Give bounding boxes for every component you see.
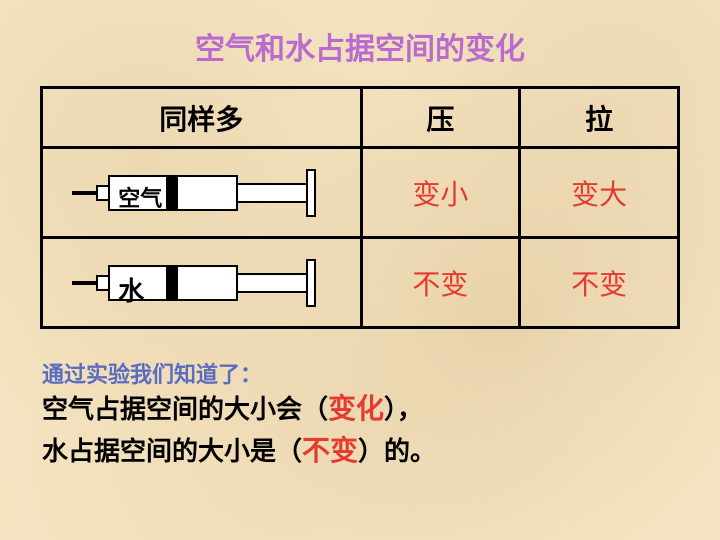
cell-air-press: 变小 [361,148,520,238]
cell-water-pull: 不变 [520,238,679,328]
row-air: 空气 变小 变大 [42,148,679,238]
slide-content: 空气和水占据空间的变化 同样多 压 拉 空气 变小 变大 [0,0,720,473]
plunger-rod [238,183,308,203]
slide-title: 空气和水占据空间的变化 [0,0,720,86]
summary-intro: 通过实验我们知道了： [42,357,720,389]
plunger-stop [166,177,178,209]
header-press: 压 [361,88,520,148]
syringe-label-water: 水 [118,271,144,308]
cell-air-syringe: 空气 [42,148,362,238]
comparison-table: 同样多 压 拉 空气 变小 变大 [40,86,680,329]
syringe-air: 空气 [66,165,336,221]
plunger-stop [166,267,178,299]
needle [72,191,98,195]
table-header-row: 同样多 压 拉 [42,88,679,148]
row-water: 水 不变 不变 [42,238,679,328]
cell-air-pull: 变大 [520,148,679,238]
line2-pre: 水占据空间的大小是（ [42,437,302,466]
line2-post: ）的。 [358,437,436,466]
summary-block: 通过实验我们知道了： 空气占据空间的大小会（变化）， 水占据空间的大小是（不变）… [42,357,720,473]
header-same-amount: 同样多 [42,88,362,148]
cell-water-press: 不变 [361,238,520,328]
line1-post: ）， [384,395,423,424]
needle [72,281,98,285]
line2-highlight: 不变 [302,436,358,467]
summary-line-air: 空气占据空间的大小会（变化）， [42,389,720,431]
summary-line-water: 水占据空间的大小是（不变）的。 [42,431,720,473]
syringe-water: 水 [66,255,336,311]
plunger-cap [306,259,316,307]
plunger-rod [238,273,308,293]
cell-water-syringe: 水 [42,238,362,328]
line1-highlight: 变化 [328,394,384,425]
line1-pre: 空气占据空间的大小会（ [42,395,328,424]
header-pull: 拉 [520,88,679,148]
plunger-cap [306,169,316,217]
syringe-label-air: 空气 [118,181,162,213]
